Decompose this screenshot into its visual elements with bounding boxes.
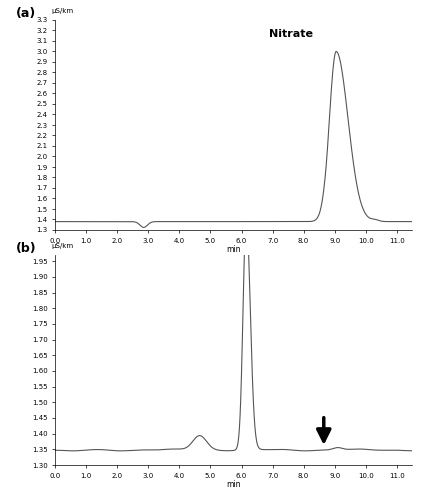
X-axis label: min: min [227, 480, 241, 489]
Text: μS/km: μS/km [52, 242, 74, 248]
Text: (a): (a) [16, 8, 36, 20]
Text: Nitrate: Nitrate [269, 29, 313, 39]
Text: μS/km: μS/km [52, 8, 74, 14]
Text: (b): (b) [16, 242, 37, 256]
X-axis label: min: min [227, 245, 241, 254]
